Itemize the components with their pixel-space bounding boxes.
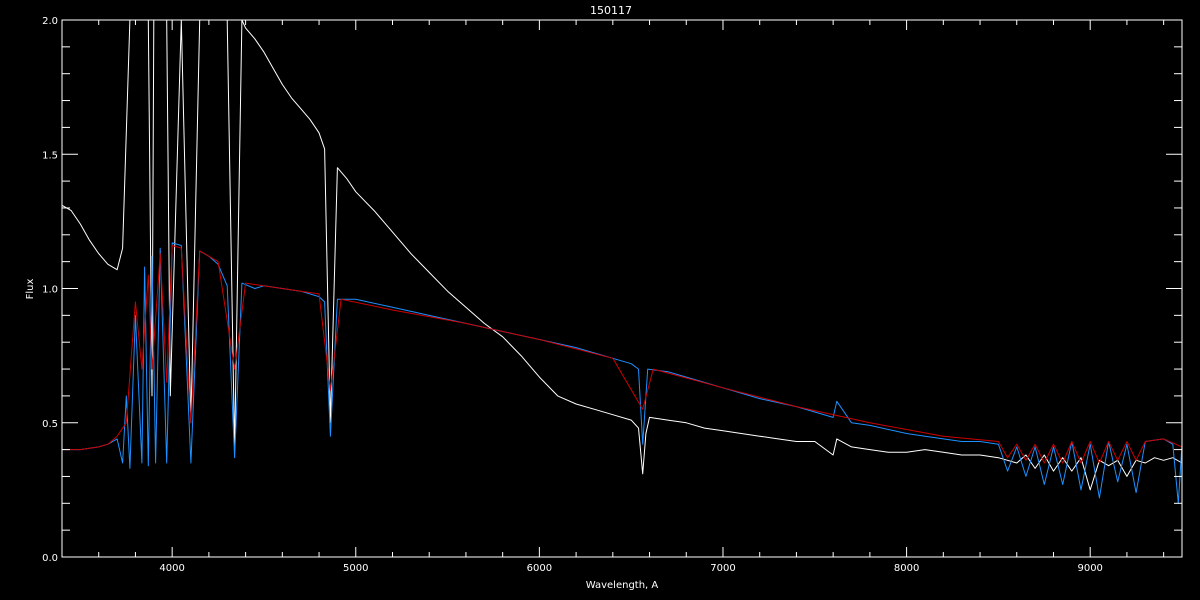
y-tick-label: 1.5 [42,150,58,161]
series-line-2 [62,242,1183,504]
x-tick-label: 5000 [343,563,368,574]
y-tick-label: 0.0 [42,553,58,564]
y-tick-label: 2.0 [42,16,58,27]
y-axis-label: Flux [25,279,36,300]
x-tick-label: 9000 [1077,563,1102,574]
x-axis-label: Wavelength, A [586,580,659,591]
x-tick-label: 4000 [159,563,184,574]
x-tick-label: 8000 [894,563,919,574]
chart-title: 150117 [590,4,632,17]
series-line-1 [61,19,1183,491]
series-line-3 [62,245,1183,464]
y-tick-label: 1.0 [42,285,58,296]
x-tick-label: 6000 [527,563,552,574]
y-axis: 0.0 0.5 1.0 1.5 2.0 [42,16,1182,564]
x-axis: 4000 5000 6000 7000 8000 9000 [98,20,1165,574]
x-tick-label: 7000 [710,563,735,574]
y-tick-label: 0.5 [42,419,58,430]
